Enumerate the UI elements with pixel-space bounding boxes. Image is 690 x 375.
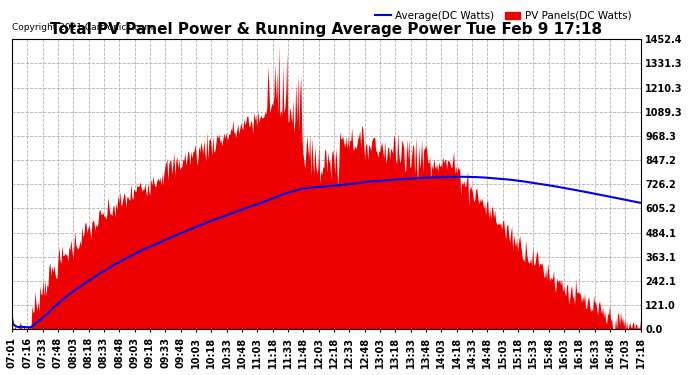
Text: Copyright 2021 Cartronics.com: Copyright 2021 Cartronics.com — [12, 23, 153, 32]
Legend: Average(DC Watts), PV Panels(DC Watts): Average(DC Watts), PV Panels(DC Watts) — [371, 7, 635, 25]
Title: Total PV Panel Power & Running Average Power Tue Feb 9 17:18: Total PV Panel Power & Running Average P… — [50, 22, 602, 37]
